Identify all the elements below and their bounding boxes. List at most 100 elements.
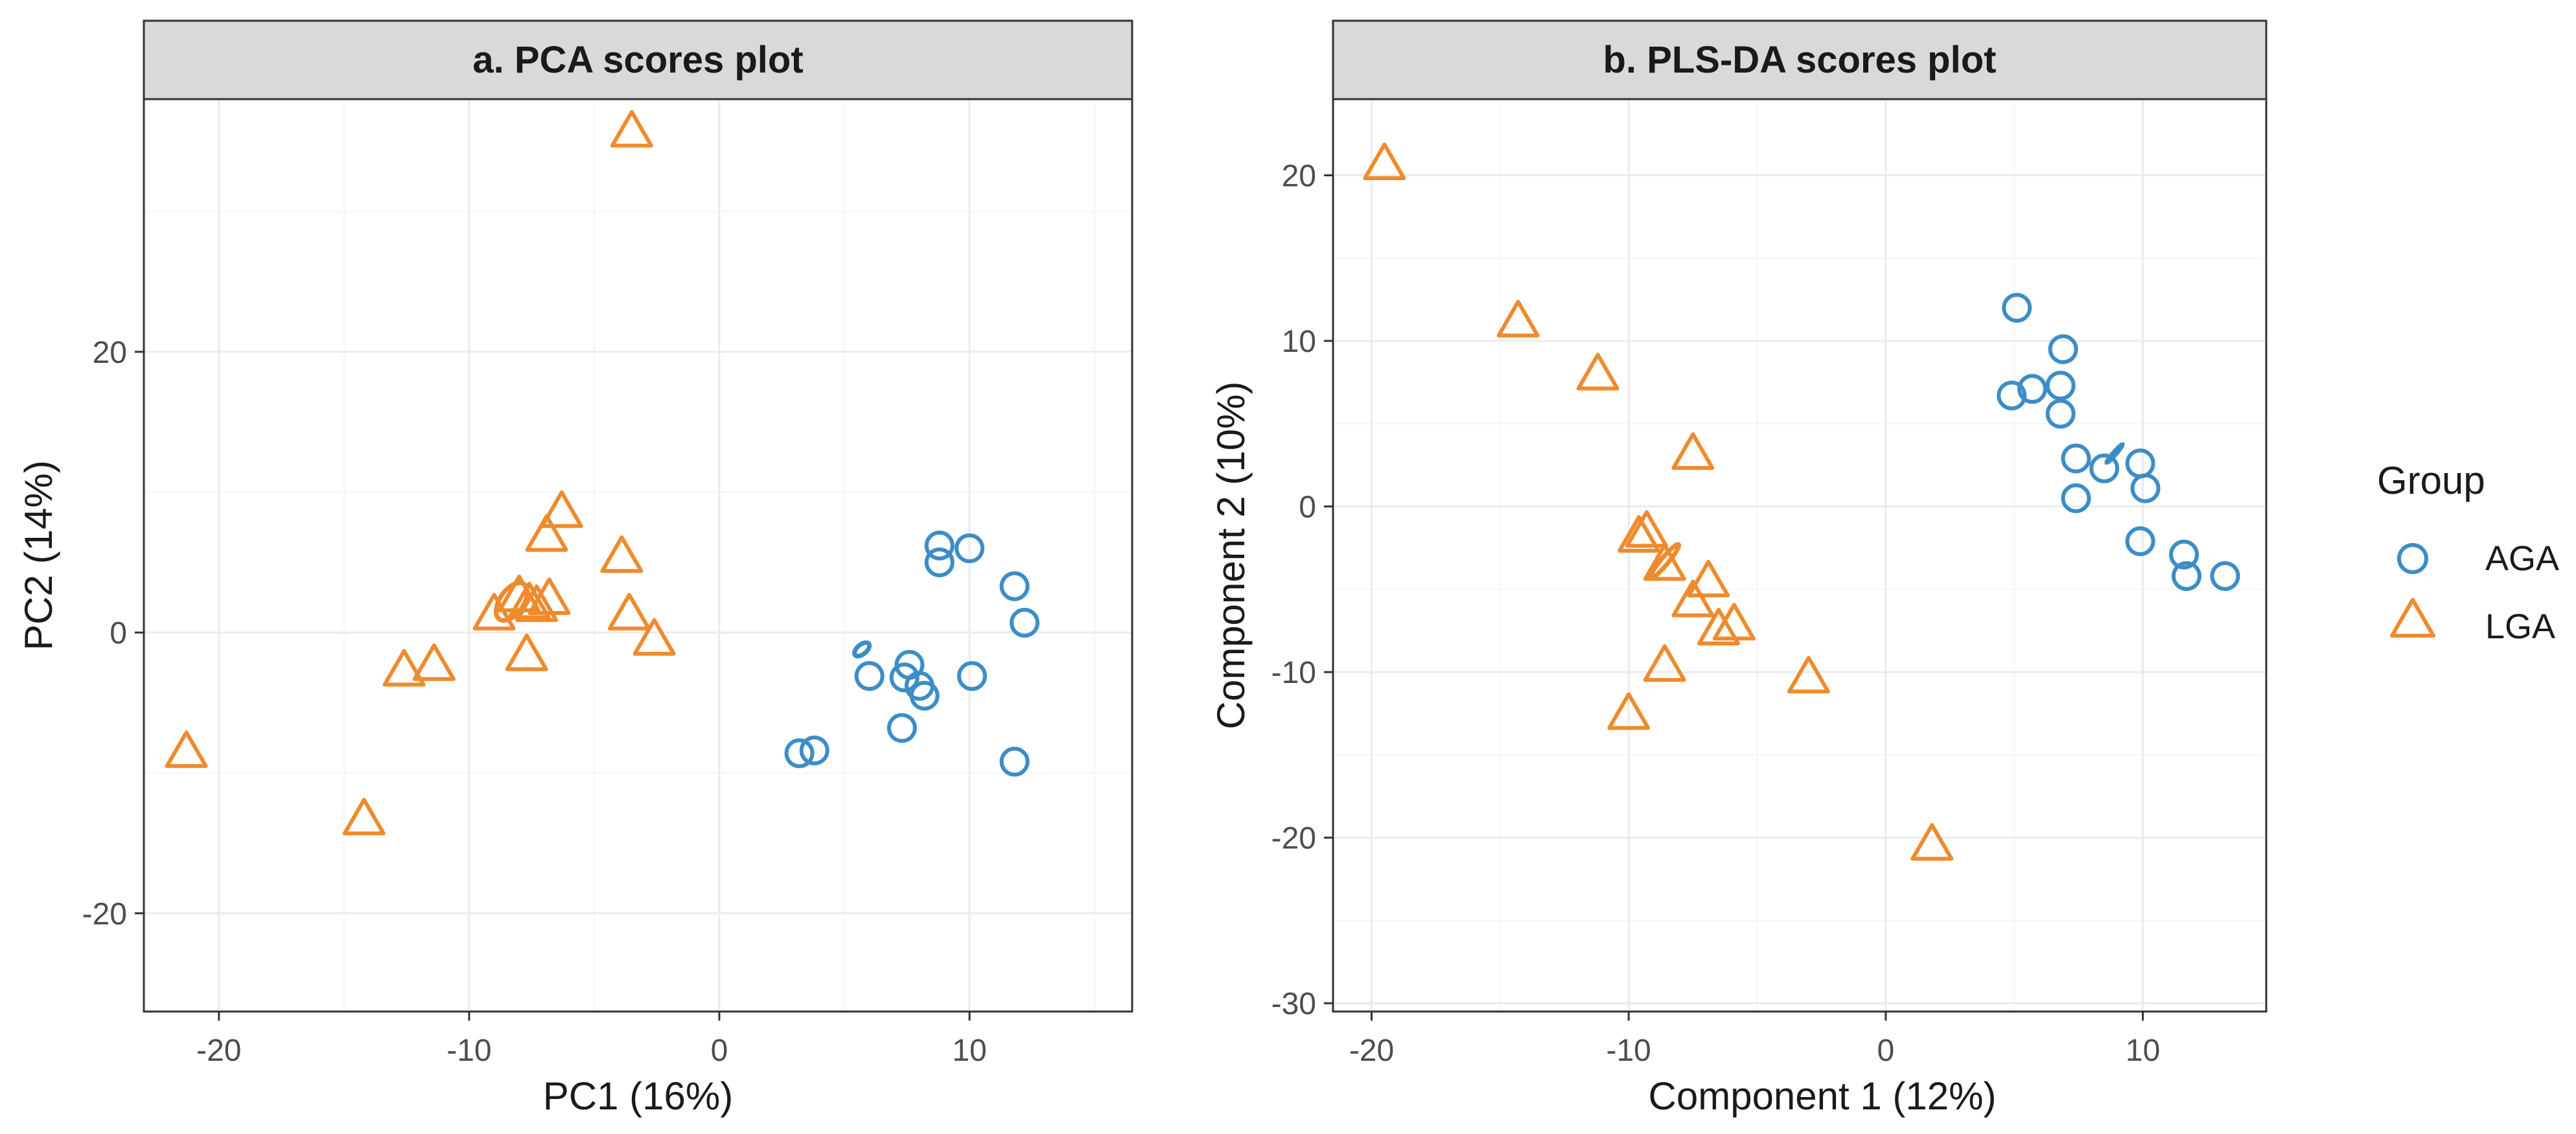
panel-plsda-point-aga xyxy=(2130,473,2161,503)
panel-plsda-point-lga xyxy=(1643,644,1686,682)
panel-pca-point-aga xyxy=(999,571,1030,601)
panel-plsda-y-tick-label: -30 xyxy=(1271,987,1316,1021)
panel-pca-y-tick-label: 20 xyxy=(93,336,127,370)
panel-plsda-x-tick-label: 0 xyxy=(1877,1034,1895,1068)
panel-pca-points xyxy=(165,110,1039,836)
panel-pca-point-aga xyxy=(955,533,985,564)
panel-plsda-point-aga xyxy=(2045,399,2076,429)
panel-pca-point-lga xyxy=(610,110,653,148)
panel-pca-point-aga xyxy=(909,680,940,711)
panel-plsda-strip xyxy=(1332,19,2268,100)
panel-pca-point-lga xyxy=(382,649,426,687)
panel-plsda-point-aga xyxy=(2210,561,2240,591)
legend-key-lga xyxy=(2390,597,2435,638)
panel-plsda: b. PLS-DA scores plot -20 -10 0 10 -30 -… xyxy=(1209,19,2268,1118)
panel-pca-point-aga xyxy=(999,746,1030,777)
panel-plsda-point-aga xyxy=(2002,292,2032,323)
panel-plsda-point-aga xyxy=(2125,526,2155,557)
panel-plsda-background xyxy=(1333,99,2266,1012)
panel-pca-minor-grid xyxy=(144,99,1132,1012)
panel-plsda-point-lga xyxy=(1687,559,1730,597)
panel-plsda-ticks xyxy=(1324,174,2144,1021)
panel-plsda-point-lga xyxy=(1607,692,1651,730)
legend-title: Group xyxy=(2377,459,2485,502)
panel-pca-ticks xyxy=(135,351,971,1021)
panel-pca-point-lga xyxy=(342,798,386,836)
panel-plsda-ellipse-aga xyxy=(2104,442,2125,465)
panel-plsda-point-aga xyxy=(2061,483,2091,513)
panel-pca-title: a. PCA scores plot xyxy=(472,39,803,81)
panel-plsda-minor-grid xyxy=(1333,99,2266,1012)
panel-pca-ellipse-aga xyxy=(852,640,872,658)
panel-plsda-point-lga xyxy=(1787,656,1830,694)
panel-plsda-y-tick-labels: -30 -20 -10 0 10 20 xyxy=(1271,159,1316,1022)
panel-pca-ellipses xyxy=(493,581,872,658)
panel-plsda-y-tick-label: 0 xyxy=(1299,491,1316,525)
panel-pca-point-lga xyxy=(607,592,651,631)
panel-plsda-point-lga xyxy=(1618,515,1661,553)
legend-label-lga: LGA xyxy=(2485,607,2555,646)
panel-pca-point-lga xyxy=(525,514,568,552)
panel-plsda-x-tick-label: 10 xyxy=(2126,1034,2160,1068)
panel-plsda-x-tick-labels: -20 -10 0 10 xyxy=(1349,1034,2160,1068)
panel-plsda-point-lga xyxy=(1625,510,1668,548)
panel-pca-y-axis-label: PC2 (14%) xyxy=(17,460,60,650)
panel-plsda-y-axis-label: Component 2 (10%) xyxy=(1209,382,1253,730)
panel-pca-strip xyxy=(143,19,1133,100)
panel-pca-point-aga xyxy=(799,735,830,766)
panel-plsda-x-tick-label: -20 xyxy=(1349,1034,1394,1068)
panel-pca-point-lga xyxy=(515,584,559,622)
panel-pca-point-lga xyxy=(498,574,541,612)
panel-pca-point-aga xyxy=(924,530,955,561)
panel-pca-border xyxy=(143,98,1133,1013)
panel-plsda-point-aga xyxy=(2048,334,2078,364)
panel-pca-background xyxy=(144,99,1132,1012)
panel-pca-point-lga xyxy=(472,592,516,631)
panel-pca-point-lga xyxy=(505,633,548,671)
panel-pca-major-grid xyxy=(144,99,1132,1012)
panel-plsda-point-lga xyxy=(1671,432,1715,470)
panel-plsda-point-lga xyxy=(1910,823,1954,861)
panel-plsda-title: b. PLS-DA scores plot xyxy=(1603,39,1997,81)
panel-plsda-point-aga xyxy=(2169,539,2199,570)
panel-plsda-border xyxy=(1332,98,2268,1013)
panel-plsda-point-lga xyxy=(1643,543,1686,581)
panel-pca-point-aga xyxy=(889,662,920,693)
panel-pca-y-tick-label: 0 xyxy=(110,616,127,651)
legend-key-circle xyxy=(2397,543,2428,574)
panel-pca-y-tick-labels: -20 0 20 xyxy=(82,336,127,931)
panel-pca-x-tick-label: 10 xyxy=(952,1034,986,1068)
panel-pca-point-lga xyxy=(632,618,676,656)
panel-plsda-x-tick-label: -10 xyxy=(1607,1034,1651,1068)
panel-plsda-y-tick-label: 20 xyxy=(1282,159,1316,194)
panel-pca-y-tick-label: -20 xyxy=(82,897,127,931)
panel-pca-point-lga xyxy=(528,577,571,616)
panel-pca-point-aga xyxy=(957,661,987,691)
panel-plsda-y-tick-label: -10 xyxy=(1271,656,1316,690)
panel-pca-point-aga xyxy=(887,713,917,743)
legend-label-aga: AGA xyxy=(2485,539,2559,578)
panel-pca-point-aga xyxy=(924,547,955,577)
panel-pca-point-lga xyxy=(412,643,456,681)
panel-pca-point-aga xyxy=(854,661,885,691)
panel-plsda-point-aga xyxy=(2045,371,2076,401)
panel-plsda-point-lga xyxy=(1363,142,1406,180)
panel-pca-point-aga xyxy=(784,738,815,769)
panel-plsda-points xyxy=(1363,142,2240,861)
panel-plsda-point-lga xyxy=(1671,579,1715,618)
panel-pca-point-aga xyxy=(1009,607,1039,638)
panel-plsda-point-aga xyxy=(2017,374,2048,404)
legend-key-triangle xyxy=(2390,597,2435,638)
panel-pca: a. PCA scores plot -20 -10 0 10 -20 0 20… xyxy=(17,19,1133,1118)
panel-plsda-point-lga xyxy=(1496,299,1540,338)
panel-plsda-point-aga xyxy=(1997,380,2027,411)
panel-plsda-point-lga xyxy=(1697,608,1741,646)
panel-plsda-point-lga xyxy=(1576,353,1619,391)
legend: Group AGA LGA xyxy=(2377,459,2559,646)
panel-plsda-point-aga xyxy=(2172,561,2202,591)
legend-key-aga xyxy=(2397,543,2428,574)
panel-plsda-point-aga xyxy=(2061,443,2091,474)
panel-pca-x-tick-labels: -20 -10 0 10 xyxy=(196,1034,987,1068)
panel-pca-x-tick-label: -10 xyxy=(447,1034,491,1068)
